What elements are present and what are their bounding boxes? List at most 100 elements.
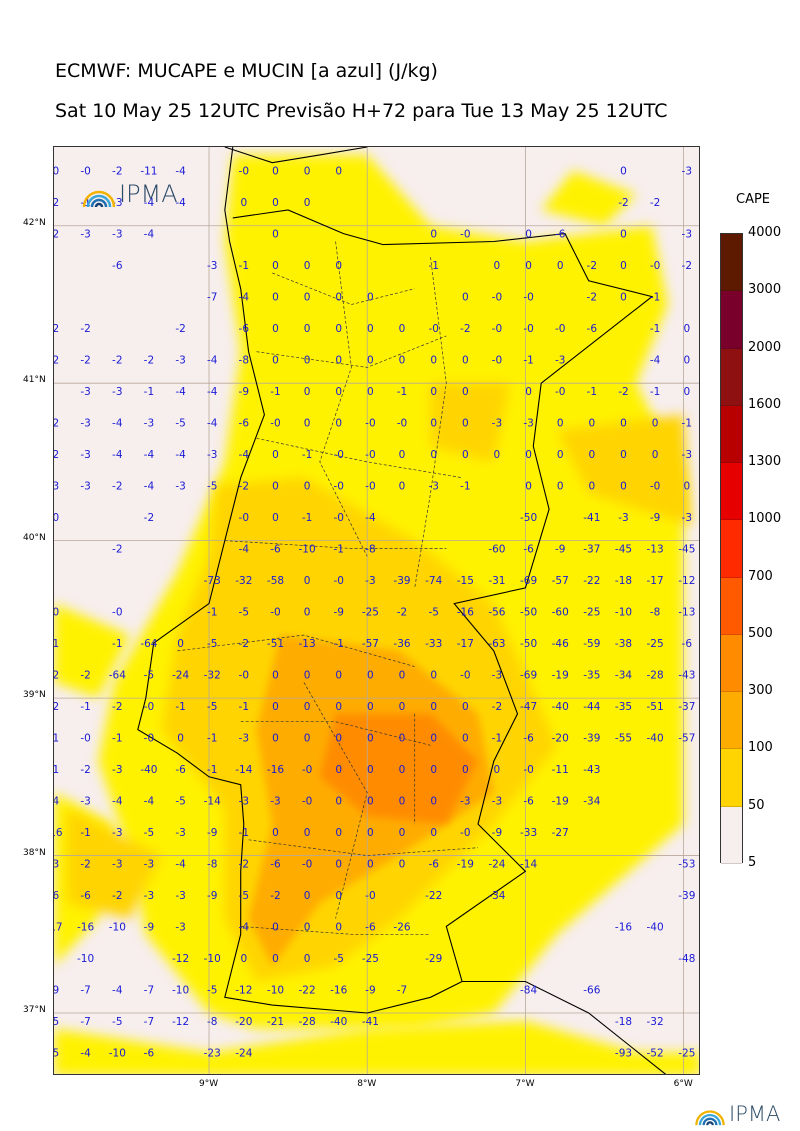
cin-value: 0 <box>399 701 406 713</box>
cin-value: -64 <box>109 670 126 682</box>
cin-value: 0 <box>525 481 532 493</box>
cin-value: -21 <box>267 1016 284 1028</box>
cin-value: -2 <box>650 197 660 209</box>
cin-value: -6 <box>523 544 534 556</box>
cin-value: -40 <box>140 764 157 776</box>
cin-value: -9 <box>492 827 502 839</box>
cin-value: -5 <box>144 827 154 839</box>
cin-value: 0 <box>335 292 342 304</box>
lat-label: 39°N <box>23 690 46 701</box>
colorbar-tick: 100 <box>748 740 773 756</box>
cin-value: -4 <box>54 795 60 807</box>
cin-value: -5 <box>239 607 249 619</box>
cin-value: -6 <box>523 733 534 745</box>
cin-value: 0 <box>335 670 342 682</box>
colorbar-tick: 500 <box>748 625 773 641</box>
cin-value: 0 <box>620 166 627 178</box>
cin-value: -6 <box>587 323 598 335</box>
cin-value: 0 <box>494 449 501 461</box>
cin-value: -0 <box>239 670 249 682</box>
cin-value: -4 <box>112 449 123 461</box>
cin-value: -63 <box>488 638 505 650</box>
cin-value: -69 <box>520 670 537 682</box>
cin-value: -52 <box>647 1047 664 1059</box>
cin-value: -1 <box>239 827 249 839</box>
cin-value: 0 <box>462 449 469 461</box>
cin-value: -2 <box>112 701 122 713</box>
cin-value: 0 <box>335 386 342 398</box>
cin-value: -3 <box>618 512 628 524</box>
cin-value: -6 <box>54 890 60 902</box>
cin-value: -3 <box>682 512 692 524</box>
cin-value: -3 <box>207 260 217 272</box>
cin-value: -2 <box>112 166 122 178</box>
cin-value: -9 <box>144 921 154 933</box>
cin-value: -9 <box>207 827 217 839</box>
cin-value: -2 <box>112 890 122 902</box>
cin-value: 0 <box>272 701 279 713</box>
cin-value: -16 <box>77 921 94 933</box>
cin-value: 0 <box>335 260 342 272</box>
cin-value: 0 <box>335 701 342 713</box>
cin-value: -35 <box>583 670 600 682</box>
lon-label: 7°W <box>515 1079 535 1089</box>
colorbar-segment <box>721 749 742 807</box>
cin-value: 0 <box>272 921 279 933</box>
cin-value: -64 <box>140 638 157 650</box>
cin-value: -39 <box>678 890 695 902</box>
colorbar-segment <box>721 806 742 864</box>
cin-value: -66 <box>583 984 600 996</box>
colorbar-segment <box>721 577 742 635</box>
cin-value: -47 <box>520 701 537 713</box>
cin-value: -0 <box>428 323 438 335</box>
cin-value: -4 <box>239 292 250 304</box>
cin-value: 0 <box>272 323 279 335</box>
cin-value: 0 <box>367 323 374 335</box>
cin-value: 0 <box>304 197 311 209</box>
cin-value: -35 <box>615 701 632 713</box>
cin-value: -1 <box>428 260 438 272</box>
lat-label: 37°N <box>23 1005 46 1016</box>
cin-value: -0 <box>523 764 533 776</box>
cin-value: -1 <box>239 260 249 272</box>
cape-map[interactable]: -0-0-2-11-4-00000-3-2-1-3-4-4000-2-2-2-3… <box>53 146 700 1075</box>
cin-value: 0 <box>272 953 279 965</box>
cin-value: -6 <box>428 858 439 870</box>
cin-value: -2 <box>80 670 90 682</box>
cin-value: -0 <box>54 607 59 619</box>
cin-value: 0 <box>304 733 311 745</box>
cin-value: 0 <box>525 449 532 461</box>
cin-value: -32 <box>647 1016 664 1028</box>
colorbar-segment <box>721 234 742 292</box>
cin-value: -24 <box>235 1047 252 1059</box>
cin-value: -34 <box>488 890 505 902</box>
cin-value: 0 <box>430 733 437 745</box>
cin-value: -10 <box>615 607 632 619</box>
cin-value: -25 <box>362 607 379 619</box>
cin-value: 0 <box>335 890 342 902</box>
cin-value: -23 <box>204 1047 221 1059</box>
cin-value: -5 <box>175 795 185 807</box>
cin-value: 0 <box>304 166 311 178</box>
cin-value: -0 <box>333 512 343 524</box>
colorbar-segment <box>721 634 742 693</box>
cin-value: 0 <box>240 953 247 965</box>
cin-value: -0 <box>365 890 375 902</box>
cin-value: -6 <box>270 544 281 556</box>
cin-value: 0 <box>430 827 437 839</box>
cin-value: -6 <box>239 323 250 335</box>
cin-value: -25 <box>647 638 664 650</box>
cape-shading <box>54 154 699 1074</box>
cin-value: -10 <box>109 1047 126 1059</box>
cin-value: -5 <box>112 1016 122 1028</box>
cin-value: 0 <box>367 670 374 682</box>
cin-value: -4 <box>175 386 186 398</box>
cin-value: -1 <box>207 733 217 745</box>
cin-value: -46 <box>552 638 569 650</box>
cin-value: -1 <box>333 544 343 556</box>
cin-value: -3 <box>270 795 280 807</box>
cin-value: -58 <box>267 575 284 587</box>
cin-value: 0 <box>272 260 279 272</box>
cin-value: -3 <box>492 418 502 430</box>
cin-value: -8 <box>239 355 249 367</box>
